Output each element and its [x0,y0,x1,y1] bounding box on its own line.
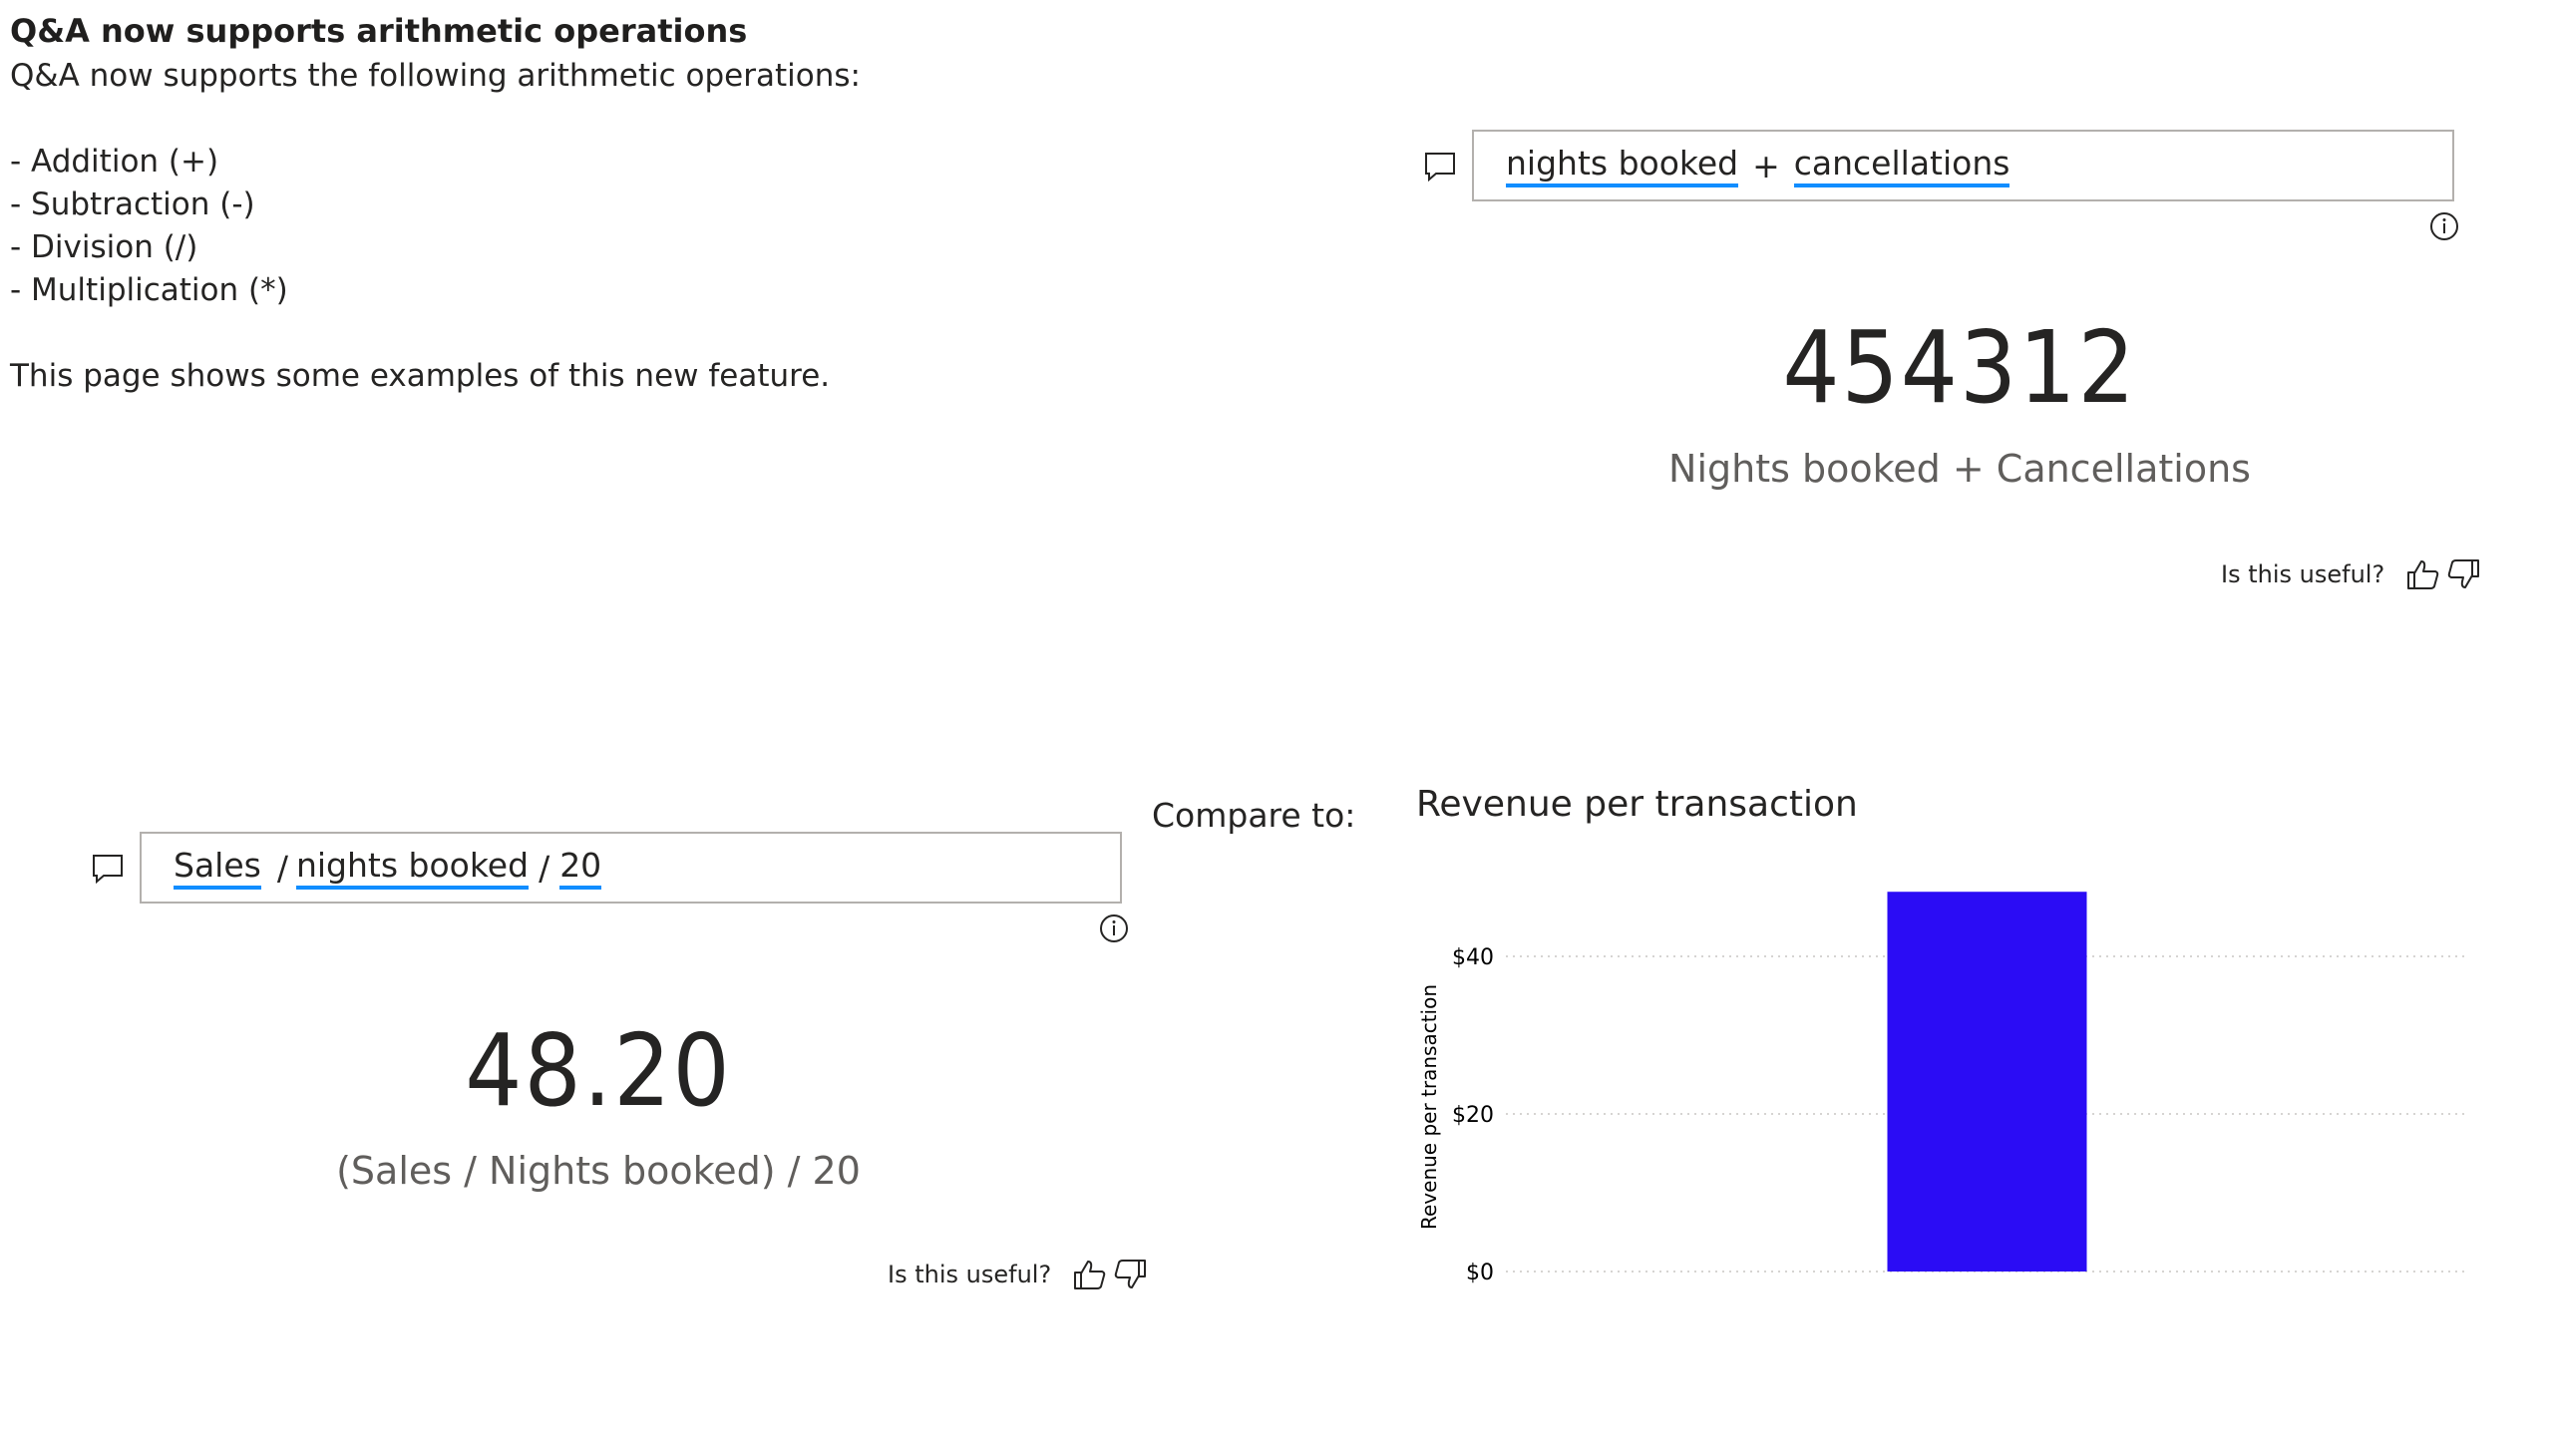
thumbs-up-icon[interactable] [1073,1259,1107,1290]
op-multiplication: - Multiplication (*) [10,272,288,308]
y-tick-label: $40 [1452,945,1494,970]
op-addition: - Addition (+) [10,144,219,180]
chat-bubble-icon[interactable] [92,854,124,884]
y-axis-label: Revenue per transaction [1417,984,1441,1230]
kpi-label-top: Nights booked + Cancellations [1668,447,2251,491]
intro-footer: This page shows some examples of this ne… [10,358,831,394]
chat-bubble-icon[interactable] [1424,152,1456,182]
qa-term[interactable]: Sales [174,846,261,890]
thumbs-down-icon[interactable] [1113,1259,1147,1290]
qa-term[interactable]: nights booked [1506,144,1739,187]
qa-operator: + [1752,146,1780,185]
qa-operator: / [276,848,288,888]
qa-term[interactable]: cancellations [1793,144,2010,187]
info-icon[interactable] [1099,913,1129,943]
bars [1887,892,2087,1272]
compare-label: Compare to: [1152,796,1356,835]
y-axis-ticks: $0 $20 $40 [1452,945,1494,1285]
kpi-label-bottom: (Sales / Nights booked) / 20 [336,1149,861,1193]
op-subtraction: - Subtraction (-) [10,186,255,222]
op-division: - Division (/) [10,229,198,265]
qa-question-input-top[interactable]: nights booked + cancellations [1472,130,2454,201]
thumbs-down-icon[interactable] [2446,558,2480,590]
feedback-top: Is this useful? [2221,558,2480,590]
qa-term[interactable]: nights booked [295,846,530,890]
useful-prompt: Is this useful? [2221,560,2385,588]
kpi-value-bottom: 48.20 [465,1012,732,1129]
qa-term[interactable]: 20 [559,846,602,890]
page-heading: Q&A now supports arithmetic operations [10,12,748,50]
y-tick-label: $0 [1466,1261,1494,1285]
feedback-bottom: Is this useful? [888,1259,1147,1290]
qa-question-input-bottom[interactable]: Sales / nights booked / 20 [140,832,1122,904]
intro-line: Q&A now supports the following arithmeti… [10,58,861,94]
kpi-value-top: 454312 [1782,309,2137,426]
chart-title: Revenue per transaction [1416,784,1858,825]
thumbs-up-icon[interactable] [2406,558,2440,590]
intro-text-block: Q&A now supports the following arithmeti… [10,55,861,398]
revenue-chart: Revenue per transaction $0 $20 $40 [1417,892,2468,1285]
info-icon[interactable] [2429,211,2459,241]
qa-operator: / [539,848,550,888]
useful-prompt: Is this useful? [888,1261,1052,1288]
bar[interactable] [1887,892,2087,1272]
y-tick-label: $20 [1452,1103,1494,1128]
